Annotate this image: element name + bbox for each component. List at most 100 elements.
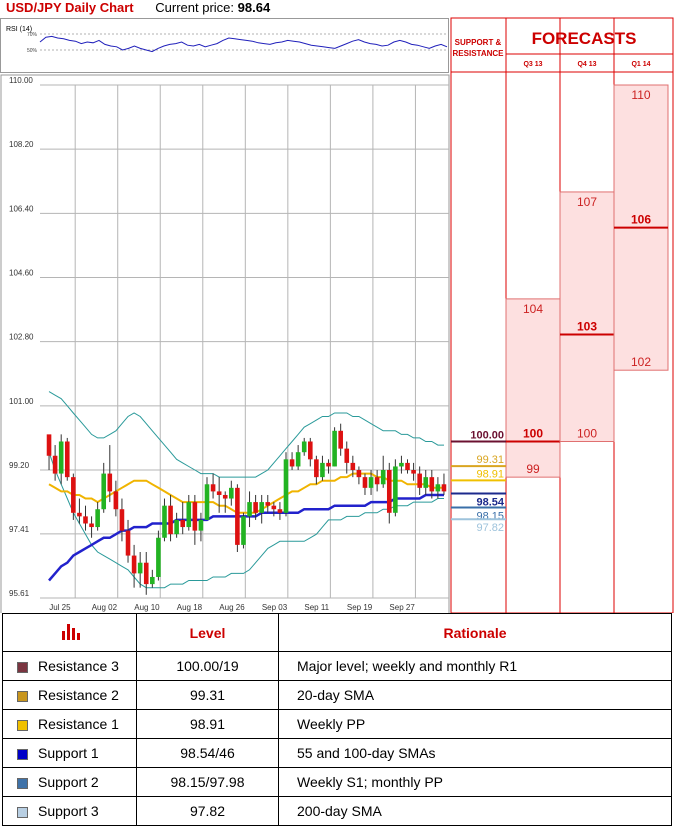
candle-body [162,505,167,538]
sma-blue-line [48,493,444,582]
candle-body [186,502,192,528]
color-swatch [17,806,28,818]
row-level: 98.54/46 [136,738,279,768]
row-level: 100.00/19 [136,651,279,681]
table-header-row: Level Rationale [2,613,672,652]
rsi-line [39,35,448,53]
row-name-cell: Resistance 1 [2,709,137,739]
candle-body [301,441,307,453]
candle-body [119,509,125,531]
candle-body [332,430,337,467]
table-row: Resistance 3 100.00/19 Major level; weekly… [2,651,672,681]
candle-body [113,491,119,510]
row-name-cell: Support 2 [2,767,137,797]
rationale-column-header: Rationale [278,613,672,652]
candle-body [326,462,331,467]
candle-body [156,537,161,577]
support-value: 98.54 [476,497,504,509]
resistance-value: 98.91 [476,468,504,480]
candle-body [399,462,404,467]
table-row: Support 2 98.15/97.98 Weekly S1; monthly P… [2,767,672,797]
candle-body [89,523,94,528]
y-tick-label: 99.20 [9,461,30,470]
candle-body [247,502,252,517]
x-tick-label: Sep 03 [262,603,288,612]
candle-body [289,459,295,467]
candle-body [277,509,283,513]
candle-body [241,516,246,545]
row-name: Support 2 [38,774,99,790]
y-tick-label: 108.20 [9,140,34,149]
chart-header: USD/JPY Daily Chart Current price: 98.64 [6,0,270,15]
candle-body [253,502,258,513]
candle-body [320,462,325,478]
rsi-level-label: 70% [27,32,38,38]
candle-body [307,441,313,460]
forecast-high-value: 107 [577,195,597,209]
color-swatch [17,719,28,731]
support-value: 97.82 [476,522,504,534]
row-name: Resistance 1 [38,716,119,732]
candle-body [338,430,343,449]
pair-title: USD/JPY Daily Chart [6,0,134,15]
forecast-high-value: 104 [523,302,543,316]
upper-band-line [48,391,444,478]
resistance-value: 99.31 [476,454,504,466]
candle-body [168,505,173,535]
candle-body [271,505,277,510]
forecasts-title: FORECASTS [532,29,637,48]
x-tick-label: Aug 10 [134,603,160,612]
candle-body [125,530,131,556]
candle-body [344,448,350,463]
x-tick-label: Aug 26 [219,603,245,612]
row-name-cell: Resistance 2 [2,680,137,710]
forecast-range-box [505,298,561,478]
table-row: Resistance 2 99.31 20-day SMA [2,680,672,710]
candle-body [131,555,137,574]
candle-body [235,487,240,545]
candle-body [174,519,179,535]
candle-body [374,477,380,485]
row-level: 98.15/97.98 [136,767,279,797]
candle-body [386,470,392,513]
price-chart: 110.00 108.20 106.40 104.60 102.80 101.00 99.2… [0,17,674,613]
candle-body [265,502,271,506]
row-name: Support 3 [38,803,99,819]
row-level: 97.82 [136,796,279,826]
row-name: Resistance 2 [38,687,119,703]
row-name: Support 1 [38,745,99,761]
y-tick-label: 102.80 [9,333,34,342]
candle-body [411,470,416,474]
candle-body [216,491,222,495]
x-tick-label: Aug 18 [177,603,203,612]
color-swatch [17,661,28,673]
x-tick-label: Jul 25 [49,603,71,612]
color-swatch [17,690,28,702]
row-rationale: 20-day SMA [278,680,672,710]
forecast-mid-value: 106 [631,213,651,227]
table-row: Support 1 98.54/46 55 and 100-day SMAs [2,738,672,768]
candle-body [314,459,319,478]
lower-band-line [48,452,444,589]
candle-body [283,459,289,513]
candle-body [362,477,368,488]
forecast-col-label: Q4 13 [577,61,596,68]
y-tick-label: 106.40 [9,204,34,213]
candle-body [441,484,447,492]
row-name: Resistance 3 [38,658,119,674]
row-name-cell: Resistance 3 [2,651,137,681]
forecast-high-value: 110 [631,88,650,102]
rsi-level-label: 50% [27,48,38,54]
table-row: Resistance 1 98.91 Weekly PP [2,709,672,739]
sr-title-line2: RESISTANCE [453,49,505,58]
forecast-low-value: 99 [526,462,540,476]
candle-body [71,477,76,513]
candle-body [204,484,210,520]
candle-body [295,452,301,467]
sr-title-line1: SUPPORT & [455,38,502,47]
candle-body [101,473,107,510]
candle-body [405,462,410,471]
row-rationale: Weekly S1; monthly PP [278,767,672,797]
candle-body [429,477,435,492]
y-tick-label: 97.41 [9,525,30,534]
